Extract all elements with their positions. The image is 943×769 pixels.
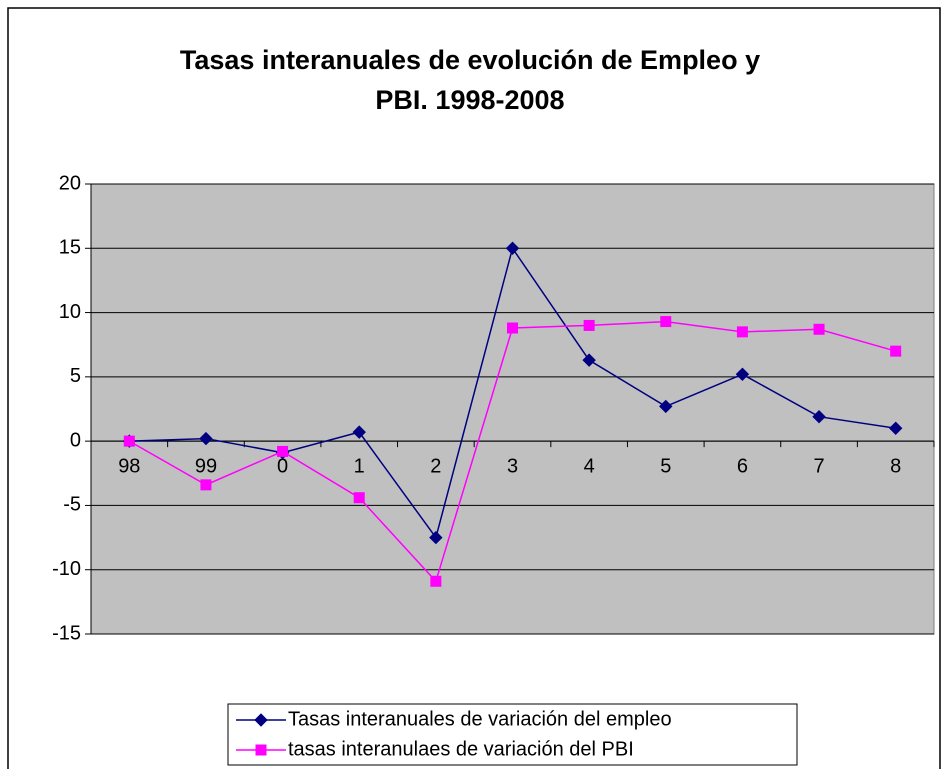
data-point bbox=[277, 445, 289, 457]
x-tick-label: 4 bbox=[584, 455, 595, 477]
chart-title: PBI. 1998-2008 bbox=[375, 85, 564, 115]
legend-label: tasas interanulaes de variación del PBI bbox=[288, 738, 634, 760]
x-tick-label: 98 bbox=[118, 455, 140, 477]
data-point bbox=[429, 530, 443, 545]
x-tick-label: 7 bbox=[813, 455, 824, 477]
data-point bbox=[812, 410, 826, 424]
y-tick-label: 10 bbox=[59, 301, 81, 323]
data-point bbox=[736, 326, 748, 338]
x-tick-label: 5 bbox=[660, 455, 671, 477]
legend-label: Tasas interanuales de variación del empl… bbox=[288, 708, 672, 730]
data-point bbox=[123, 435, 135, 447]
data-point bbox=[813, 323, 825, 335]
data-point bbox=[660, 316, 672, 328]
data-point bbox=[200, 479, 212, 491]
data-point bbox=[888, 421, 903, 435]
data-point bbox=[735, 367, 750, 381]
legend-marker bbox=[254, 713, 268, 727]
legend bbox=[227, 703, 798, 766]
data-point bbox=[353, 492, 365, 504]
x-tick-label: 3 bbox=[507, 455, 518, 477]
y-tick-label: 20 bbox=[59, 172, 81, 194]
x-tick-label: 2 bbox=[430, 455, 441, 477]
y-tick-label: -15 bbox=[52, 622, 81, 644]
y-tick-label: -10 bbox=[52, 558, 81, 580]
data-point bbox=[659, 399, 673, 414]
data-point bbox=[505, 241, 520, 255]
y-tick-label: -5 bbox=[63, 494, 81, 516]
data-point bbox=[582, 353, 596, 367]
x-tick-label: 0 bbox=[277, 455, 288, 477]
legend-marker bbox=[255, 744, 267, 756]
plot-area bbox=[90, 183, 935, 635]
data-point bbox=[583, 319, 595, 331]
y-tick-label: 5 bbox=[70, 365, 81, 387]
y-tick-label: 15 bbox=[59, 237, 81, 259]
data-point bbox=[199, 431, 213, 446]
x-tick-label: 6 bbox=[737, 455, 748, 477]
data-point bbox=[352, 425, 366, 439]
y-tick-label: 0 bbox=[70, 429, 81, 451]
x-tick-label: 99 bbox=[195, 455, 217, 477]
data-point bbox=[507, 322, 518, 334]
chart-title: Tasas interanuales de evolución de Emple… bbox=[180, 45, 760, 75]
x-tick-label: 1 bbox=[354, 455, 365, 477]
data-point bbox=[430, 575, 442, 587]
data-point bbox=[890, 345, 902, 357]
x-tick-label: 8 bbox=[890, 455, 901, 477]
